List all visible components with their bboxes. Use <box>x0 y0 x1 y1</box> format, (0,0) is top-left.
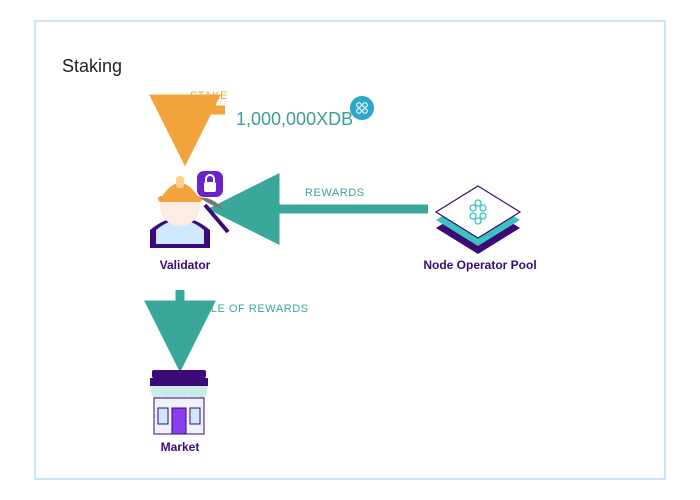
rewards-edge-label: REWARDS <box>305 187 365 199</box>
stake-amount: 1,000,000XDB <box>236 109 353 130</box>
market-label: Market <box>140 440 220 454</box>
pool-label: Node Operator Pool <box>410 258 550 272</box>
stake-edge-label: STAKE <box>190 90 228 102</box>
validator-label: Validator <box>140 258 230 272</box>
diagram-frame <box>34 20 666 480</box>
sale-edge-label: SALE OF REWARDS <box>195 303 309 315</box>
diagram-title: Staking <box>62 56 122 77</box>
